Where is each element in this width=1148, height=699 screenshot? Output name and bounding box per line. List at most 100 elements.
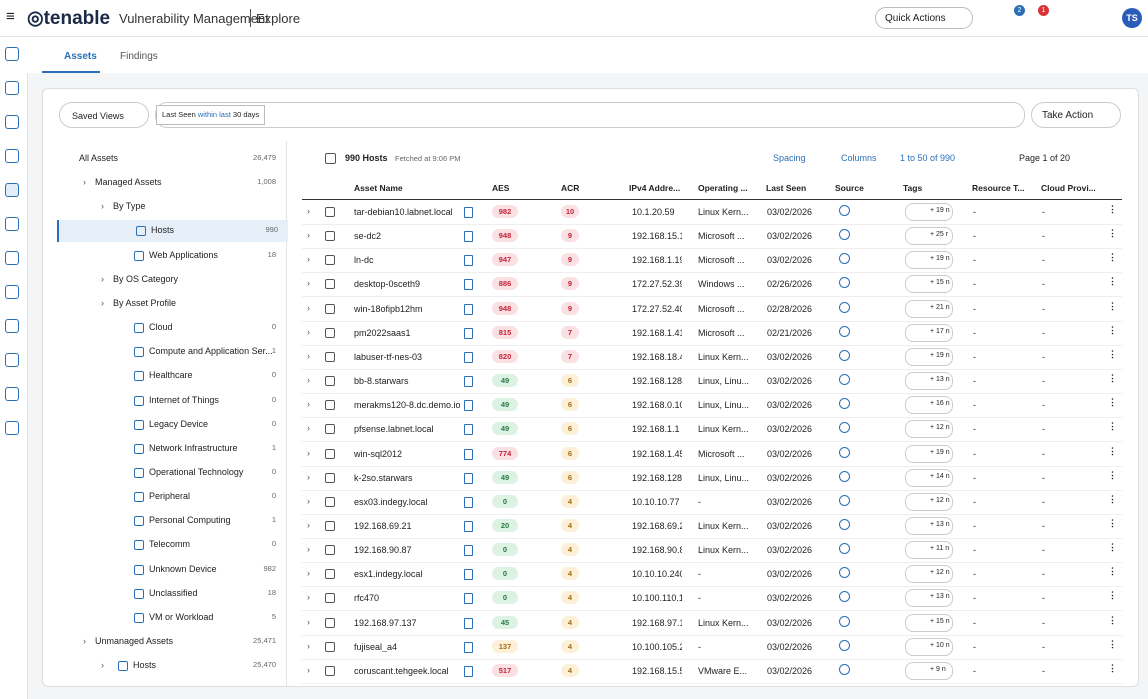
expand[interactable]: › [307,544,310,555]
expand[interactable]: › [307,206,310,216]
doc-icon[interactable] [464,448,473,460]
tree-item[interactable]: Operational Technology 0 [57,462,286,484]
row-checkbox[interactable] [325,617,335,628]
asset-name[interactable]: pfsense.labnet.local [354,424,434,435]
row-menu[interactable]: ⋮ [1108,445,1117,456]
tag-chip[interactable]: + 12 n [905,492,953,511]
table-row[interactable]: › tar-debian10.labnet.local 982 10 10.1.20.5… [302,200,1122,225]
asset-name[interactable]: 192.168.90.87 [354,545,412,556]
tree-item[interactable]: Hosts 990 [57,220,288,243]
search-bar[interactable] [155,102,1025,128]
row-checkbox[interactable] [325,400,335,411]
nav-icon[interactable] [5,421,19,435]
expand[interactable]: › [307,278,310,289]
row-menu[interactable]: ⋮ [1108,542,1117,553]
row-checkbox[interactable] [325,665,335,676]
row-checkbox[interactable] [325,641,335,652]
doc-icon[interactable] [464,665,473,677]
expand[interactable]: › [307,616,310,627]
tree-item[interactable]: Unknown Device 982 [57,559,286,581]
row-menu[interactable]: ⋮ [1108,252,1117,263]
tag-chip[interactable]: + 12 n [905,565,953,584]
tag-chip[interactable]: + 15 n [905,275,953,294]
column-header[interactable]: Resource T... [972,183,1025,193]
table-row[interactable]: › fujiseal_a4 137 4 10.100.105.2 - 03/02/2026 +… [302,635,1122,660]
table-row[interactable]: › pfsense.labnet.local 49 6 192.168.1.1 Linux… [302,417,1122,443]
row-menu[interactable]: ⋮ [1108,276,1117,287]
row-checkbox[interactable] [325,569,335,580]
row-checkbox[interactable] [325,424,335,435]
expand[interactable]: › [307,350,310,361]
row-menu[interactable]: ⋮ [1108,638,1117,649]
row-checkbox[interactable] [325,472,335,483]
row-menu[interactable]: ⋮ [1108,324,1117,335]
table-row[interactable]: › 192.168.97.137 45 4 192.168.97.1 Linux Kern… [302,611,1122,636]
asset-name[interactable]: labuser-tf-nes-03 [354,351,423,362]
doc-icon[interactable] [464,255,473,267]
doc-icon[interactable] [464,327,473,339]
tree-item[interactable]: VM or Workload 5 [57,607,286,629]
avatar[interactable]: TS [1122,8,1142,28]
row-menu[interactable]: ⋮ [1108,662,1117,673]
nav-icon[interactable] [5,47,19,61]
asset-name[interactable]: fujiseal_a4 [354,641,398,652]
tag-chip[interactable]: + 19 n [905,203,953,221]
row-checkbox[interactable] [325,496,335,507]
tag-chip[interactable]: + 19 n [905,251,953,270]
table-row[interactable]: › win-18ofipb12hm 948 9 172.27.52.40 Microsof… [302,297,1122,322]
asset-name[interactable]: win-sql2012 [354,448,403,459]
column-header[interactable]: Asset Name [354,183,403,193]
nav-icon[interactable] [5,353,19,367]
tag-chip[interactable]: + 13 n [905,516,953,535]
tree-item[interactable]: Internet of Things 0 [57,390,286,412]
asset-name[interactable]: tar-debian10.labnet.local [354,207,453,217]
tree-item[interactable]: › By OS Category [57,269,286,291]
spacing[interactable]: Spacing [773,153,806,163]
quick-actions[interactable]: Quick Actions [875,7,973,29]
doc-icon[interactable] [464,641,473,653]
tag-chip[interactable]: + 19 n [905,347,953,366]
expand[interactable]: › [307,230,310,241]
tree-item[interactable]: All Assets 26,479 [57,148,286,170]
tree-item[interactable]: Network Infrastructure 1 [57,438,286,460]
doc-icon[interactable] [464,496,473,508]
asset-name[interactable]: coruscant.tehgeek.local [354,665,449,676]
table-row[interactable]: › se-dc2 948 9 192.168.15.1 Microsoft ... 03/0… [302,224,1122,250]
table-row[interactable]: › k-2so.starwars 49 6 192.168.128 Linux, Linu… [302,466,1122,491]
doc-icon[interactable] [464,520,473,532]
doc-icon[interactable] [464,303,473,315]
nav-icon[interactable] [5,115,19,129]
row-checkbox[interactable] [325,279,335,290]
tag-chip[interactable]: + 9 n [905,661,953,680]
table-row[interactable]: › pm2022saas1 815 7 192.168.1.41 Microsoft ..… [302,321,1122,346]
columns[interactable]: Columns [841,153,877,163]
range[interactable]: 1 to 50 of 990 [900,153,956,163]
table-row[interactable]: › 192.168.69.21 20 4 192.168.69.2 Linux Kern.… [302,514,1122,539]
table-row[interactable]: › merakms120-8.dc.demo.io 49 6 192.168.0.10 L… [302,393,1122,419]
column-header[interactable]: ACR [561,183,580,193]
table-row[interactable]: › coruscant.tehgeek.local 517 4 192.168.15.5… [302,659,1122,684]
asset-name[interactable]: esx1.indegy.local [354,569,423,580]
tag-chip[interactable]: + 21 n [905,299,953,318]
nav-icon[interactable] [5,319,19,333]
column-header[interactable]: Tags [903,183,923,193]
column-header[interactable]: Last Seen [766,183,807,193]
tree-item[interactable]: › By Asset Profile [57,293,286,315]
tag-chip[interactable]: + 14 n [905,468,953,487]
tab-label[interactable]: Findings [120,51,158,62]
tag-chip[interactable]: + 16 n [905,396,953,415]
doc-icon[interactable] [464,424,473,436]
doc-icon[interactable] [464,472,473,484]
tree-item[interactable]: Personal Computing 1 [57,510,286,532]
asset-name[interactable]: ln-dc [354,255,374,266]
tree-item[interactable]: Legacy Device 0 [57,414,286,436]
row-checkbox[interactable] [325,376,335,387]
nav-icon[interactable] [5,217,19,231]
row-checkbox[interactable] [325,327,335,338]
row-checkbox[interactable] [325,545,335,556]
row-menu[interactable]: ⋮ [1108,348,1117,359]
tag-chip[interactable]: + 12 n [905,420,953,439]
nav-icon[interactable] [5,183,19,197]
row-menu[interactable]: ⋮ [1108,614,1117,625]
doc-icon[interactable] [464,569,473,581]
